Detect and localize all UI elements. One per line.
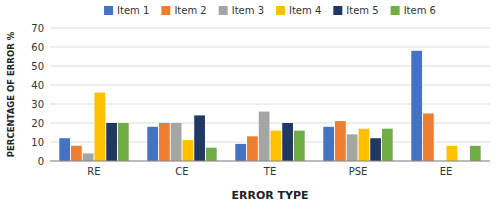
legend-label: Item 6 (404, 5, 436, 16)
grid-line (50, 161, 490, 162)
x-axis: RE CE TE PSE EE (50, 161, 490, 177)
bar (423, 114, 434, 162)
bar (106, 123, 117, 161)
y-tick-label: 60 (31, 42, 44, 53)
legend-item: Item 3 (219, 5, 264, 16)
x-axis-line (50, 161, 490, 162)
bar (71, 146, 82, 161)
legend-swatch (391, 6, 400, 15)
bar (259, 112, 270, 161)
bar (171, 123, 182, 161)
bar (382, 129, 393, 161)
bar (83, 153, 94, 161)
legend-label: Item 1 (117, 5, 149, 16)
bar (294, 131, 305, 161)
series (95, 93, 458, 161)
bar (59, 138, 70, 161)
series (59, 51, 422, 161)
legend-item: Item 1 (104, 5, 149, 16)
bar (235, 144, 246, 161)
bar (194, 115, 205, 161)
bar (159, 123, 170, 161)
legend-label: Item 3 (232, 5, 264, 16)
bar (347, 134, 358, 161)
y-tick-label: 40 (31, 80, 44, 91)
bar (95, 93, 106, 161)
bar (271, 131, 282, 161)
legend-item: Item 4 (276, 5, 321, 16)
y-tick-label: 50 (31, 61, 44, 72)
grid-line (50, 85, 490, 86)
x-tick-label: TE (263, 166, 276, 177)
y-tick-label: 10 (31, 137, 44, 148)
legend-item: Item 2 (161, 5, 206, 16)
legend-item: Item 5 (333, 5, 378, 16)
bar (370, 138, 381, 161)
y-axis-label: PERCENTAGE OF ERROR % (6, 31, 16, 157)
x-tick-label: EE (440, 166, 453, 177)
series (106, 115, 381, 161)
background (0, 0, 500, 209)
bar (282, 123, 293, 161)
grid-line (50, 28, 490, 29)
grid-line (50, 47, 490, 48)
legend-item: Item 6 (391, 5, 436, 16)
x-tick-label: PSE (349, 166, 368, 177)
bar (323, 127, 334, 161)
y-axis: 0 10 20 30 40 50 60 70 (31, 23, 490, 167)
x-tick-label: RE (87, 166, 100, 177)
legend-swatch (219, 6, 228, 15)
bar (147, 127, 158, 161)
y-tick-label: 20 (31, 118, 44, 129)
grid-line (50, 66, 490, 67)
bar (183, 140, 194, 161)
grid-line (50, 104, 490, 105)
bar (447, 146, 458, 161)
y-tick-label: 70 (31, 23, 44, 34)
series (118, 123, 481, 161)
bar (118, 123, 129, 161)
bars (59, 51, 480, 161)
legend-swatch (276, 6, 285, 15)
legend-swatch (161, 6, 170, 15)
legend-label: Item 2 (174, 5, 206, 16)
legend: Item 1 Item 2 Item 3 Item 4 Item 5 Item 6 (104, 5, 436, 16)
chart: 0 10 20 30 40 50 60 70 RE CE TE PSE EE ERROR TYPE PERC… (0, 0, 500, 209)
legend-swatch (104, 6, 113, 15)
x-axis-label: ERROR TYPE (231, 189, 308, 202)
legend-swatch (333, 6, 342, 15)
bar (247, 136, 258, 161)
y-tick-label: 0 (38, 156, 44, 167)
bar (359, 129, 370, 161)
legend-label: Item 5 (346, 5, 378, 16)
bar (335, 121, 346, 161)
bar (411, 51, 422, 161)
bar (470, 146, 481, 161)
bar (206, 148, 217, 161)
y-tick-label: 30 (31, 99, 44, 110)
x-tick-label: CE (175, 166, 188, 177)
series (71, 114, 434, 162)
legend-label: Item 4 (289, 5, 321, 16)
series (83, 112, 358, 161)
